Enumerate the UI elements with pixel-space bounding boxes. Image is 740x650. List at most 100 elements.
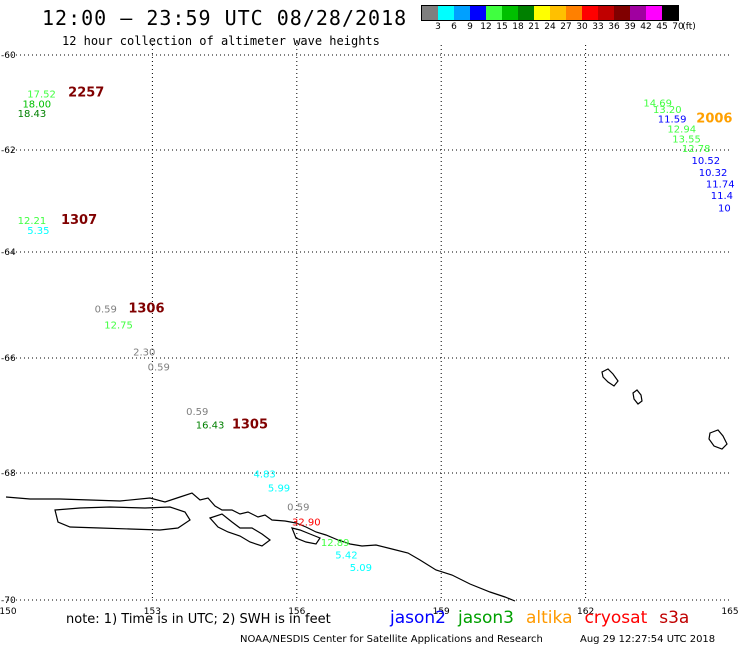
wave-height-label: 11.74 [706,179,735,190]
lon-tick-label: 162 [577,607,594,617]
satellite-name: jason3 [458,608,514,628]
legend-value-label: 30 [576,22,588,32]
credit-text: NOAA/NESDIS Center for Satellite Applica… [240,634,543,645]
legend-swatch [470,6,486,20]
wave-height-label: 10 [718,204,731,215]
lat-tick-label: -60 [1,51,16,61]
wave-height-label: 10.32 [699,168,728,179]
satellite-name: jason2 [390,608,446,628]
wave-height-label: 13.20 [653,105,682,116]
map-subtitle: 12 hour collection of altimeter wave hei… [62,34,380,48]
wave-height-label: 2.30 [133,347,155,358]
pass-time-label: 1306 [128,301,164,316]
legend-value-label: 36 [608,22,620,32]
lat-tick-label: -66 [1,354,16,364]
legend-unit: (ft) [682,22,696,32]
footer-note: note: 1) Time is in UTC; 2) SWH is in fe… [66,612,331,627]
legend-value-label: 3 [435,22,441,32]
wave-height-label: 12.75 [104,321,133,332]
lon-tick-label: 153 [144,607,161,617]
legend-swatch [662,6,678,20]
pass-time-labels: 2257 1307 1306 1305 2006 [61,85,733,432]
legend-value-label: 27 [560,22,572,32]
legend-swatch [534,6,550,20]
legend-value-label: 70 [672,22,684,32]
legend-swatch [486,6,502,20]
satellite-legend: jason2 jason3 altika cryosat s3a [390,608,701,628]
wave-height-label: 16.43 [196,420,225,431]
legend-value-label: 9 [467,22,473,32]
antarctic-coastline [5,492,516,602]
legend-labels: 3 6 9 12 15 18 21 24 27 30 33 36 39 42 45 70 (ft) [421,22,696,34]
legend-swatch [646,6,662,20]
legend-swatch [518,6,534,20]
legend-value-label: 21 [528,22,540,32]
wave-height-label: 14.69 [643,99,672,110]
satellite-name: altika [526,608,573,628]
legend-value-label: 18 [512,22,524,32]
legend-value-label: 45 [656,22,668,32]
pass-time-label: 2257 [68,85,104,100]
legend-swatch [454,6,470,20]
generated-timestamp: Aug 29 12:27:54 UTC 2018 [580,634,716,645]
wave-height-label: 10.52 [691,156,720,167]
legend-swatch [582,6,598,20]
satellite-name: s3a [659,608,690,628]
wave-height-label: 0.59 [95,304,117,315]
legend-value-label: 39 [624,22,636,32]
lat-lon-grid [8,45,730,601]
wave-height-label: 12.21 [18,216,47,227]
lat-tick-label: -64 [1,248,16,258]
wave-height-label: 12.94 [667,124,696,135]
legend-value-label: 12 [480,22,492,32]
color-legend: 3 6 9 12 15 18 21 24 27 30 33 36 39 42 45 70 (ft) [421,5,696,34]
wave-height-label: 5.35 [27,226,49,237]
lat-tick-label: -70 [1,596,16,606]
lon-tick-label: 150 [0,607,17,617]
wave-height-label: 12.89 [321,538,350,549]
legend-swatch [438,6,454,20]
wave-height-label: 18.43 [18,109,47,120]
wave-height-label: 17.52 [27,89,56,100]
legend-value-label: 15 [496,22,508,32]
lat-tick-label: -62 [1,146,16,156]
wave-height-label: 0.59 [186,407,208,418]
wave-height-label: 13.55 [672,134,701,145]
legend-swatch [614,6,630,20]
legend-value-label: 24 [544,22,556,32]
wave-height-label: 0.59 [287,503,309,514]
legend-color-bar [421,5,679,21]
island-3 [708,429,728,450]
legend-value-label: 42 [640,22,652,32]
legend-value-label: 33 [592,22,604,32]
wave-height-label: 5.99 [268,484,290,495]
legend-swatch [630,6,646,20]
lon-tick-label: 159 [433,607,450,617]
pass-time-label: 2006 [696,112,732,127]
wave-height-label: 4.83 [253,469,275,480]
legend-swatch [566,6,582,20]
coastal-inlet-outline [291,527,321,545]
legend-value-label: 6 [451,22,457,32]
glacier-tongue-outline [208,513,271,547]
wave-height-label: 0.59 [148,362,170,373]
lon-tick-label: 165 [721,607,738,617]
legend-swatch [550,6,566,20]
lat-tick-label: -68 [1,469,16,479]
coastline [5,368,728,602]
satellite-name: cryosat [584,608,648,628]
island-2 [632,389,643,405]
legend-swatch [422,6,438,20]
axis-ticks: 150 153 156 159 162 165 -60 -62 -64 -66 -68 -70 [0,51,739,617]
island-1 [601,368,619,387]
wave-height-label: 5.42 [335,551,357,562]
wave-height-label: 11.4 [711,191,733,202]
wave-height-label: 5.09 [350,563,372,574]
wave-height-label: 18.00 [22,100,51,111]
pass-time-label: 1307 [61,213,97,228]
wave-height-label: 11.59 [658,115,687,126]
ice-shelf-outline [54,506,191,531]
lon-tick-label: 156 [288,607,305,617]
